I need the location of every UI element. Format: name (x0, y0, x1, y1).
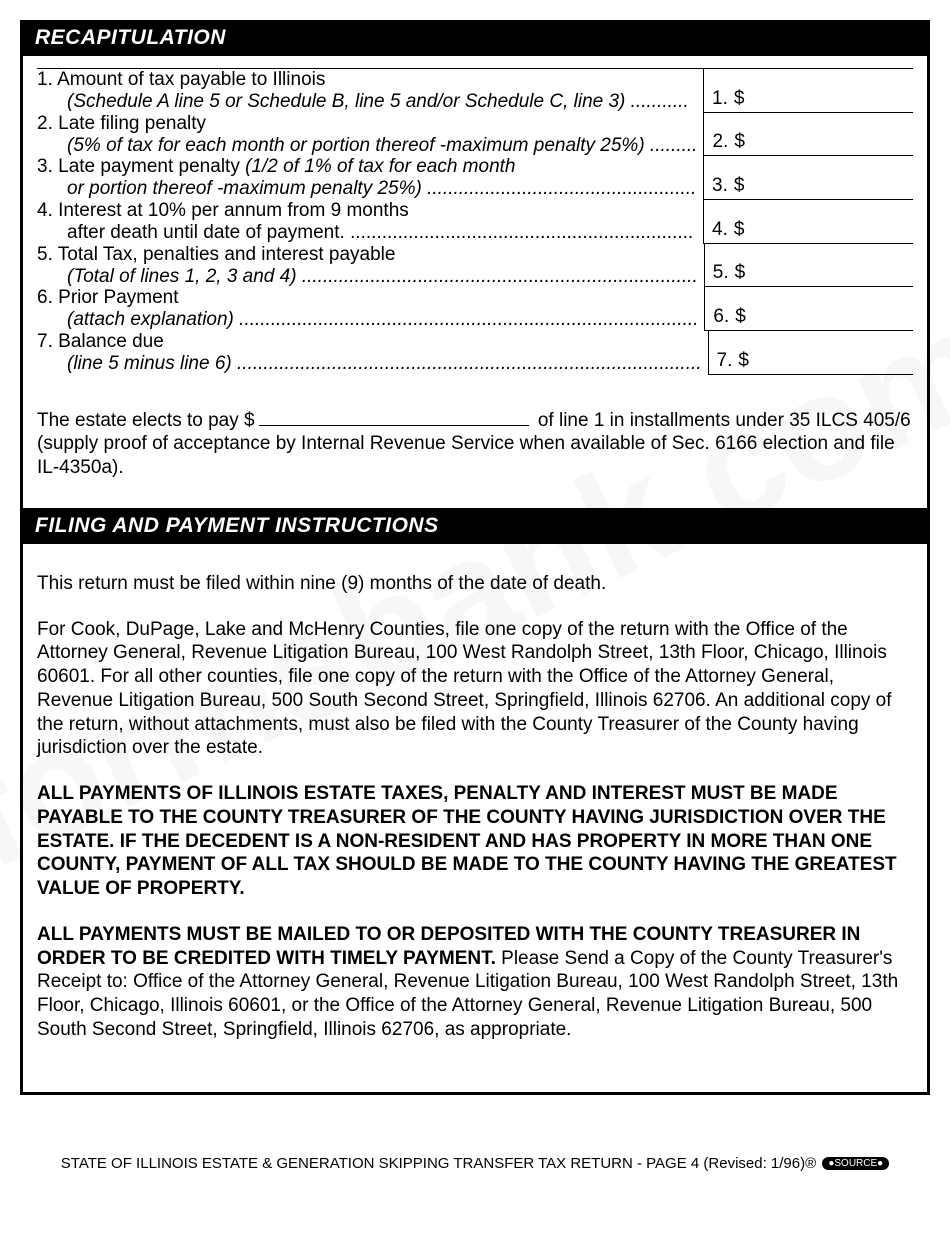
recap-line-7: 7. Balance due (line 5 minus line 6) ...… (37, 331, 913, 375)
form-container: RECAPITULATION 1. Amount of tax payable … (20, 20, 930, 1095)
installment-amount-input[interactable] (259, 405, 529, 426)
recap-body: 1. Amount of tax payable to Illinois (Sc… (23, 56, 927, 387)
recap-line-3: 3. Late payment penalty (1/2 of 1% of ta… (37, 156, 913, 200)
recap-box-6[interactable]: 6. $ (704, 287, 913, 331)
recap-box-7[interactable]: 7. $ (708, 331, 913, 375)
recap-line-6: 6. Prior Payment (attach explanation) ..… (37, 287, 913, 331)
recap-box-2[interactable]: 2. $ (703, 113, 913, 157)
filing-p4: ALL PAYMENTS MUST BE MAILED TO OR DEPOSI… (37, 923, 913, 1042)
filing-body: This return must be filed within nine (9… (23, 544, 927, 1092)
recap-box-1[interactable]: 1. $ (703, 69, 913, 113)
filing-p2: For Cook, DuPage, Lake and McHenry Count… (37, 618, 913, 761)
filing-header: FILING AND PAYMENT INSTRUCTIONS (23, 508, 927, 544)
installment-block: The estate elects to pay $ of line 1 in … (23, 387, 927, 508)
filing-p3: ALL PAYMENTS OF ILLINOIS ESTATE TAXES, P… (37, 782, 913, 901)
recap-line-5: 5. Total Tax, penalties and interest pay… (37, 244, 913, 288)
footer-logo-icon: ●SOURCE● (822, 1157, 889, 1170)
recap-box-4[interactable]: 4. $ (703, 200, 913, 244)
page-footer: STATE OF ILLINOIS ESTATE & GENERATION SK… (20, 1155, 930, 1192)
recap-line-1: 1. Amount of tax payable to Illinois (Sc… (37, 69, 913, 113)
recap-box-5[interactable]: 5. $ (704, 244, 913, 288)
filing-p1: This return must be filed within nine (9… (37, 572, 913, 596)
recap-line-2: 2. Late filing penalty (5% of tax for ea… (37, 113, 913, 157)
recap-box-3[interactable]: 3. $ (703, 156, 913, 200)
recap-header: RECAPITULATION (23, 20, 927, 56)
recap-line-4: 4. Interest at 10% per annum from 9 mont… (37, 200, 913, 244)
